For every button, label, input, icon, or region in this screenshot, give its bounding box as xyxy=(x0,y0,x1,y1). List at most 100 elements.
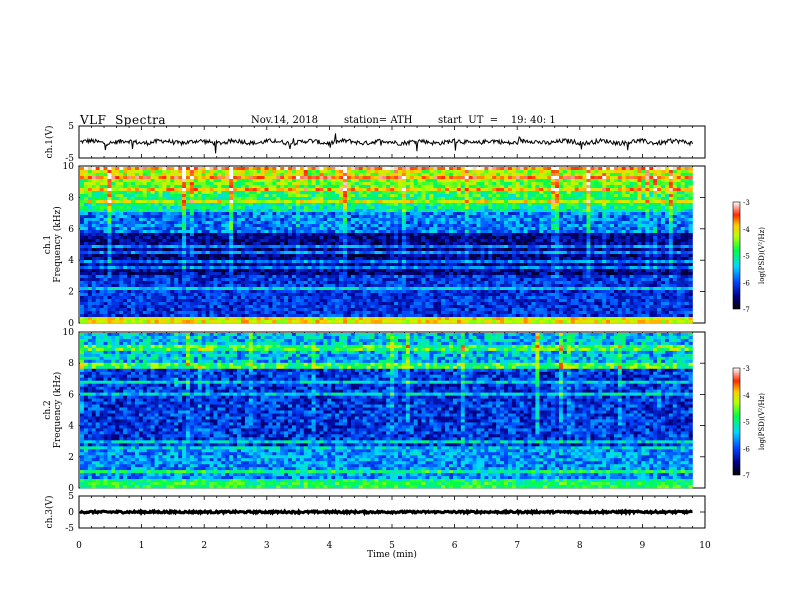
spectrogram-cell xyxy=(221,242,226,246)
spectrogram-cell xyxy=(256,314,261,318)
spectrogram-cell xyxy=(142,284,147,288)
spectrogram-cell xyxy=(115,278,120,282)
spectrogram-cell xyxy=(244,299,250,303)
spectrogram-cell xyxy=(335,203,340,207)
spectrogram-cell xyxy=(182,260,187,264)
spectrogram-cell xyxy=(127,230,132,234)
spectrogram-cell xyxy=(276,302,281,306)
spectrogram-cell xyxy=(374,233,379,237)
spectrogram-cell xyxy=(307,185,312,189)
spectrogram-cell xyxy=(186,266,191,270)
spectrogram-cell xyxy=(123,311,128,315)
spectrogram-cell xyxy=(189,281,195,285)
spectrogram-cell xyxy=(323,188,328,192)
spectrogram-cell xyxy=(292,206,297,210)
spectrogram-cell xyxy=(142,263,147,267)
spectrogram-cell xyxy=(323,242,328,246)
spectrogram-cell xyxy=(229,245,234,249)
spectrogram-cell xyxy=(288,251,293,255)
spectrogram-cell xyxy=(135,290,140,294)
spectrogram-cell xyxy=(374,305,379,309)
spectrogram-cell xyxy=(131,188,136,192)
spectrogram-cell xyxy=(131,254,136,258)
spectrogram-cell xyxy=(307,194,312,198)
spectrogram-cell xyxy=(295,224,301,228)
spectrogram-cell xyxy=(197,263,202,267)
spectrogram-cell xyxy=(221,224,226,228)
spectrogram-cell xyxy=(142,212,147,216)
spectrogram-cell xyxy=(127,245,132,249)
spectrogram-cell xyxy=(142,197,147,201)
spectrogram-cell xyxy=(162,221,167,225)
spectrogram-cell xyxy=(107,302,112,306)
spectrogram-cell xyxy=(241,185,246,189)
spectrogram-cell xyxy=(99,290,104,294)
spectrogram-cell xyxy=(386,257,391,261)
spectrogram-cell xyxy=(189,203,195,207)
spectrogram-cell xyxy=(343,263,348,267)
spectrogram-cell xyxy=(272,290,277,294)
spectrogram-cell xyxy=(201,314,206,318)
spectrogram-cell xyxy=(115,254,120,258)
spectrogram-cell xyxy=(386,248,391,252)
spectrogram-cell xyxy=(213,272,218,276)
spectrogram-cell xyxy=(284,176,289,180)
spectrogram-cell xyxy=(201,215,206,219)
spectrogram-cell xyxy=(284,305,289,309)
spectrogram-cell xyxy=(182,248,187,252)
spectrogram-cell xyxy=(209,296,214,300)
spectrogram-cell xyxy=(103,179,108,183)
spectrogram-cell xyxy=(248,179,253,183)
spectrogram-cell xyxy=(374,227,379,231)
spectrogram-cell xyxy=(256,317,261,321)
spectrogram-cell xyxy=(327,248,332,252)
spectrogram-cell xyxy=(366,188,371,192)
spectrogram-cell xyxy=(213,269,218,273)
spectrogram-cell xyxy=(374,311,379,315)
spectrogram-cell xyxy=(252,182,257,186)
spectrogram-cell xyxy=(417,275,422,279)
spectrogram-cell xyxy=(398,239,403,243)
spectrogram-cell xyxy=(135,296,140,300)
spectrogram-cell xyxy=(182,170,187,174)
spectrogram-cell xyxy=(331,179,336,183)
spectrogram-cell xyxy=(248,293,253,297)
spectrogram-cell xyxy=(264,311,269,315)
spectrogram-cell xyxy=(237,197,242,201)
spectrogram-cell xyxy=(303,317,308,321)
spectrogram-cell xyxy=(248,287,253,291)
spectrogram-cell xyxy=(213,317,218,321)
spectrogram-cell xyxy=(386,218,391,222)
spectrogram-cell xyxy=(331,197,336,201)
spectrogram-cell xyxy=(382,176,387,180)
spectrogram-cell xyxy=(394,278,399,282)
spectrogram-cell xyxy=(80,236,85,240)
spectrogram-cell xyxy=(225,242,230,246)
spectrogram-cell xyxy=(307,200,312,204)
spectrogram-cell xyxy=(142,311,147,315)
spectrogram-cell xyxy=(382,191,387,195)
spectrogram-cell xyxy=(252,269,257,273)
spectrogram-cell xyxy=(307,221,312,225)
spectrogram-cell xyxy=(264,215,269,219)
spectrogram-cell xyxy=(95,185,100,189)
spectrogram-cell xyxy=(343,260,348,264)
spectrogram-cell xyxy=(111,254,116,258)
spectrogram-cell xyxy=(241,317,246,321)
spectrogram-cell xyxy=(217,188,222,192)
spectrogram-cell xyxy=(138,203,144,207)
spectrogram-cell xyxy=(339,209,344,213)
spectrogram-cell xyxy=(174,317,179,321)
spectrogram-cell xyxy=(138,260,144,264)
spectrogram-cell xyxy=(327,167,332,171)
spectrogram-cell xyxy=(299,296,305,300)
spectrogram-cell xyxy=(280,245,285,249)
spectrogram-cell xyxy=(201,212,206,216)
spectrogram-cell xyxy=(370,242,375,246)
spectrogram-cell xyxy=(178,284,183,288)
spectrogram-cell xyxy=(158,179,163,183)
spectrogram-cell xyxy=(83,188,89,192)
spectrogram-cell xyxy=(150,179,155,183)
spectrogram-cell xyxy=(323,284,328,288)
